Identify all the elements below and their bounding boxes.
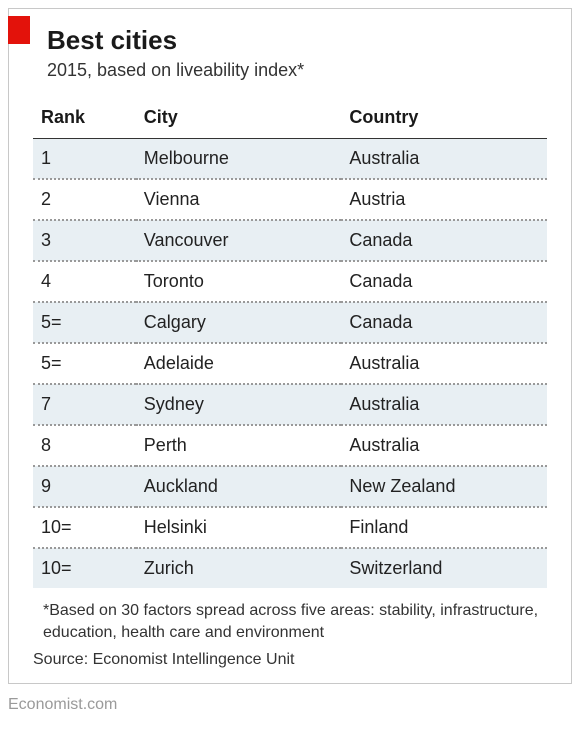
cell-country: Switzerland	[341, 548, 547, 588]
col-header-city: City	[136, 97, 342, 139]
cell-country: New Zealand	[341, 466, 547, 507]
card-title: Best cities	[47, 25, 547, 56]
cell-rank: 4	[33, 261, 136, 302]
table-row: 2 Vienna Austria	[33, 179, 547, 220]
table-header-row: Rank City Country	[33, 97, 547, 139]
cell-rank: 5=	[33, 343, 136, 384]
cell-country: Canada	[341, 261, 547, 302]
cell-city: Toronto	[136, 261, 342, 302]
brand-red-tab	[8, 16, 30, 44]
cell-city: Vancouver	[136, 220, 342, 261]
source-text: Source: Economist Intellingence Unit	[9, 645, 571, 683]
cell-rank: 7	[33, 384, 136, 425]
cell-city: Zurich	[136, 548, 342, 588]
cell-rank: 8	[33, 425, 136, 466]
table-row: 10= Helsinki Finland	[33, 507, 547, 548]
liveability-table: Rank City Country 1 Melbourne Australia …	[33, 97, 547, 588]
table-row: 5= Adelaide Australia	[33, 343, 547, 384]
best-cities-card: Best cities 2015, based on liveability i…	[8, 8, 572, 684]
cell-rank: 10=	[33, 548, 136, 588]
cell-country: Austria	[341, 179, 547, 220]
cell-country: Australia	[341, 425, 547, 466]
cell-city: Sydney	[136, 384, 342, 425]
cell-rank: 10=	[33, 507, 136, 548]
col-header-country: Country	[341, 97, 547, 139]
cell-rank: 3	[33, 220, 136, 261]
cell-city: Calgary	[136, 302, 342, 343]
table-row: 7 Sydney Australia	[33, 384, 547, 425]
cell-rank: 9	[33, 466, 136, 507]
cell-city: Melbourne	[136, 139, 342, 180]
cell-country: Australia	[341, 343, 547, 384]
footnote-text: *Based on 30 factors spread across five …	[9, 592, 571, 645]
cell-rank: 1	[33, 139, 136, 180]
table-row: 5= Calgary Canada	[33, 302, 547, 343]
cell-country: Canada	[341, 220, 547, 261]
table-row: 1 Melbourne Australia	[33, 139, 547, 180]
card-subtitle: 2015, based on liveability index*	[47, 60, 547, 81]
table-row: 3 Vancouver Canada	[33, 220, 547, 261]
card-header: Best cities 2015, based on liveability i…	[9, 9, 571, 91]
table-body: 1 Melbourne Australia 2 Vienna Austria 3…	[33, 139, 547, 589]
table-row: 4 Toronto Canada	[33, 261, 547, 302]
cell-city: Auckland	[136, 466, 342, 507]
cell-city: Perth	[136, 425, 342, 466]
cell-country: Australia	[341, 139, 547, 180]
cell-city: Vienna	[136, 179, 342, 220]
cell-rank: 5=	[33, 302, 136, 343]
cell-rank: 2	[33, 179, 136, 220]
cell-city: Helsinki	[136, 507, 342, 548]
table-container: Rank City Country 1 Melbourne Australia …	[9, 91, 571, 592]
table-row: 8 Perth Australia	[33, 425, 547, 466]
cell-country: Canada	[341, 302, 547, 343]
table-row: 10= Zurich Switzerland	[33, 548, 547, 588]
site-credit: Economist.com	[0, 692, 580, 714]
cell-country: Finland	[341, 507, 547, 548]
cell-city: Adelaide	[136, 343, 342, 384]
table-row: 9 Auckland New Zealand	[33, 466, 547, 507]
col-header-rank: Rank	[33, 97, 136, 139]
cell-country: Australia	[341, 384, 547, 425]
